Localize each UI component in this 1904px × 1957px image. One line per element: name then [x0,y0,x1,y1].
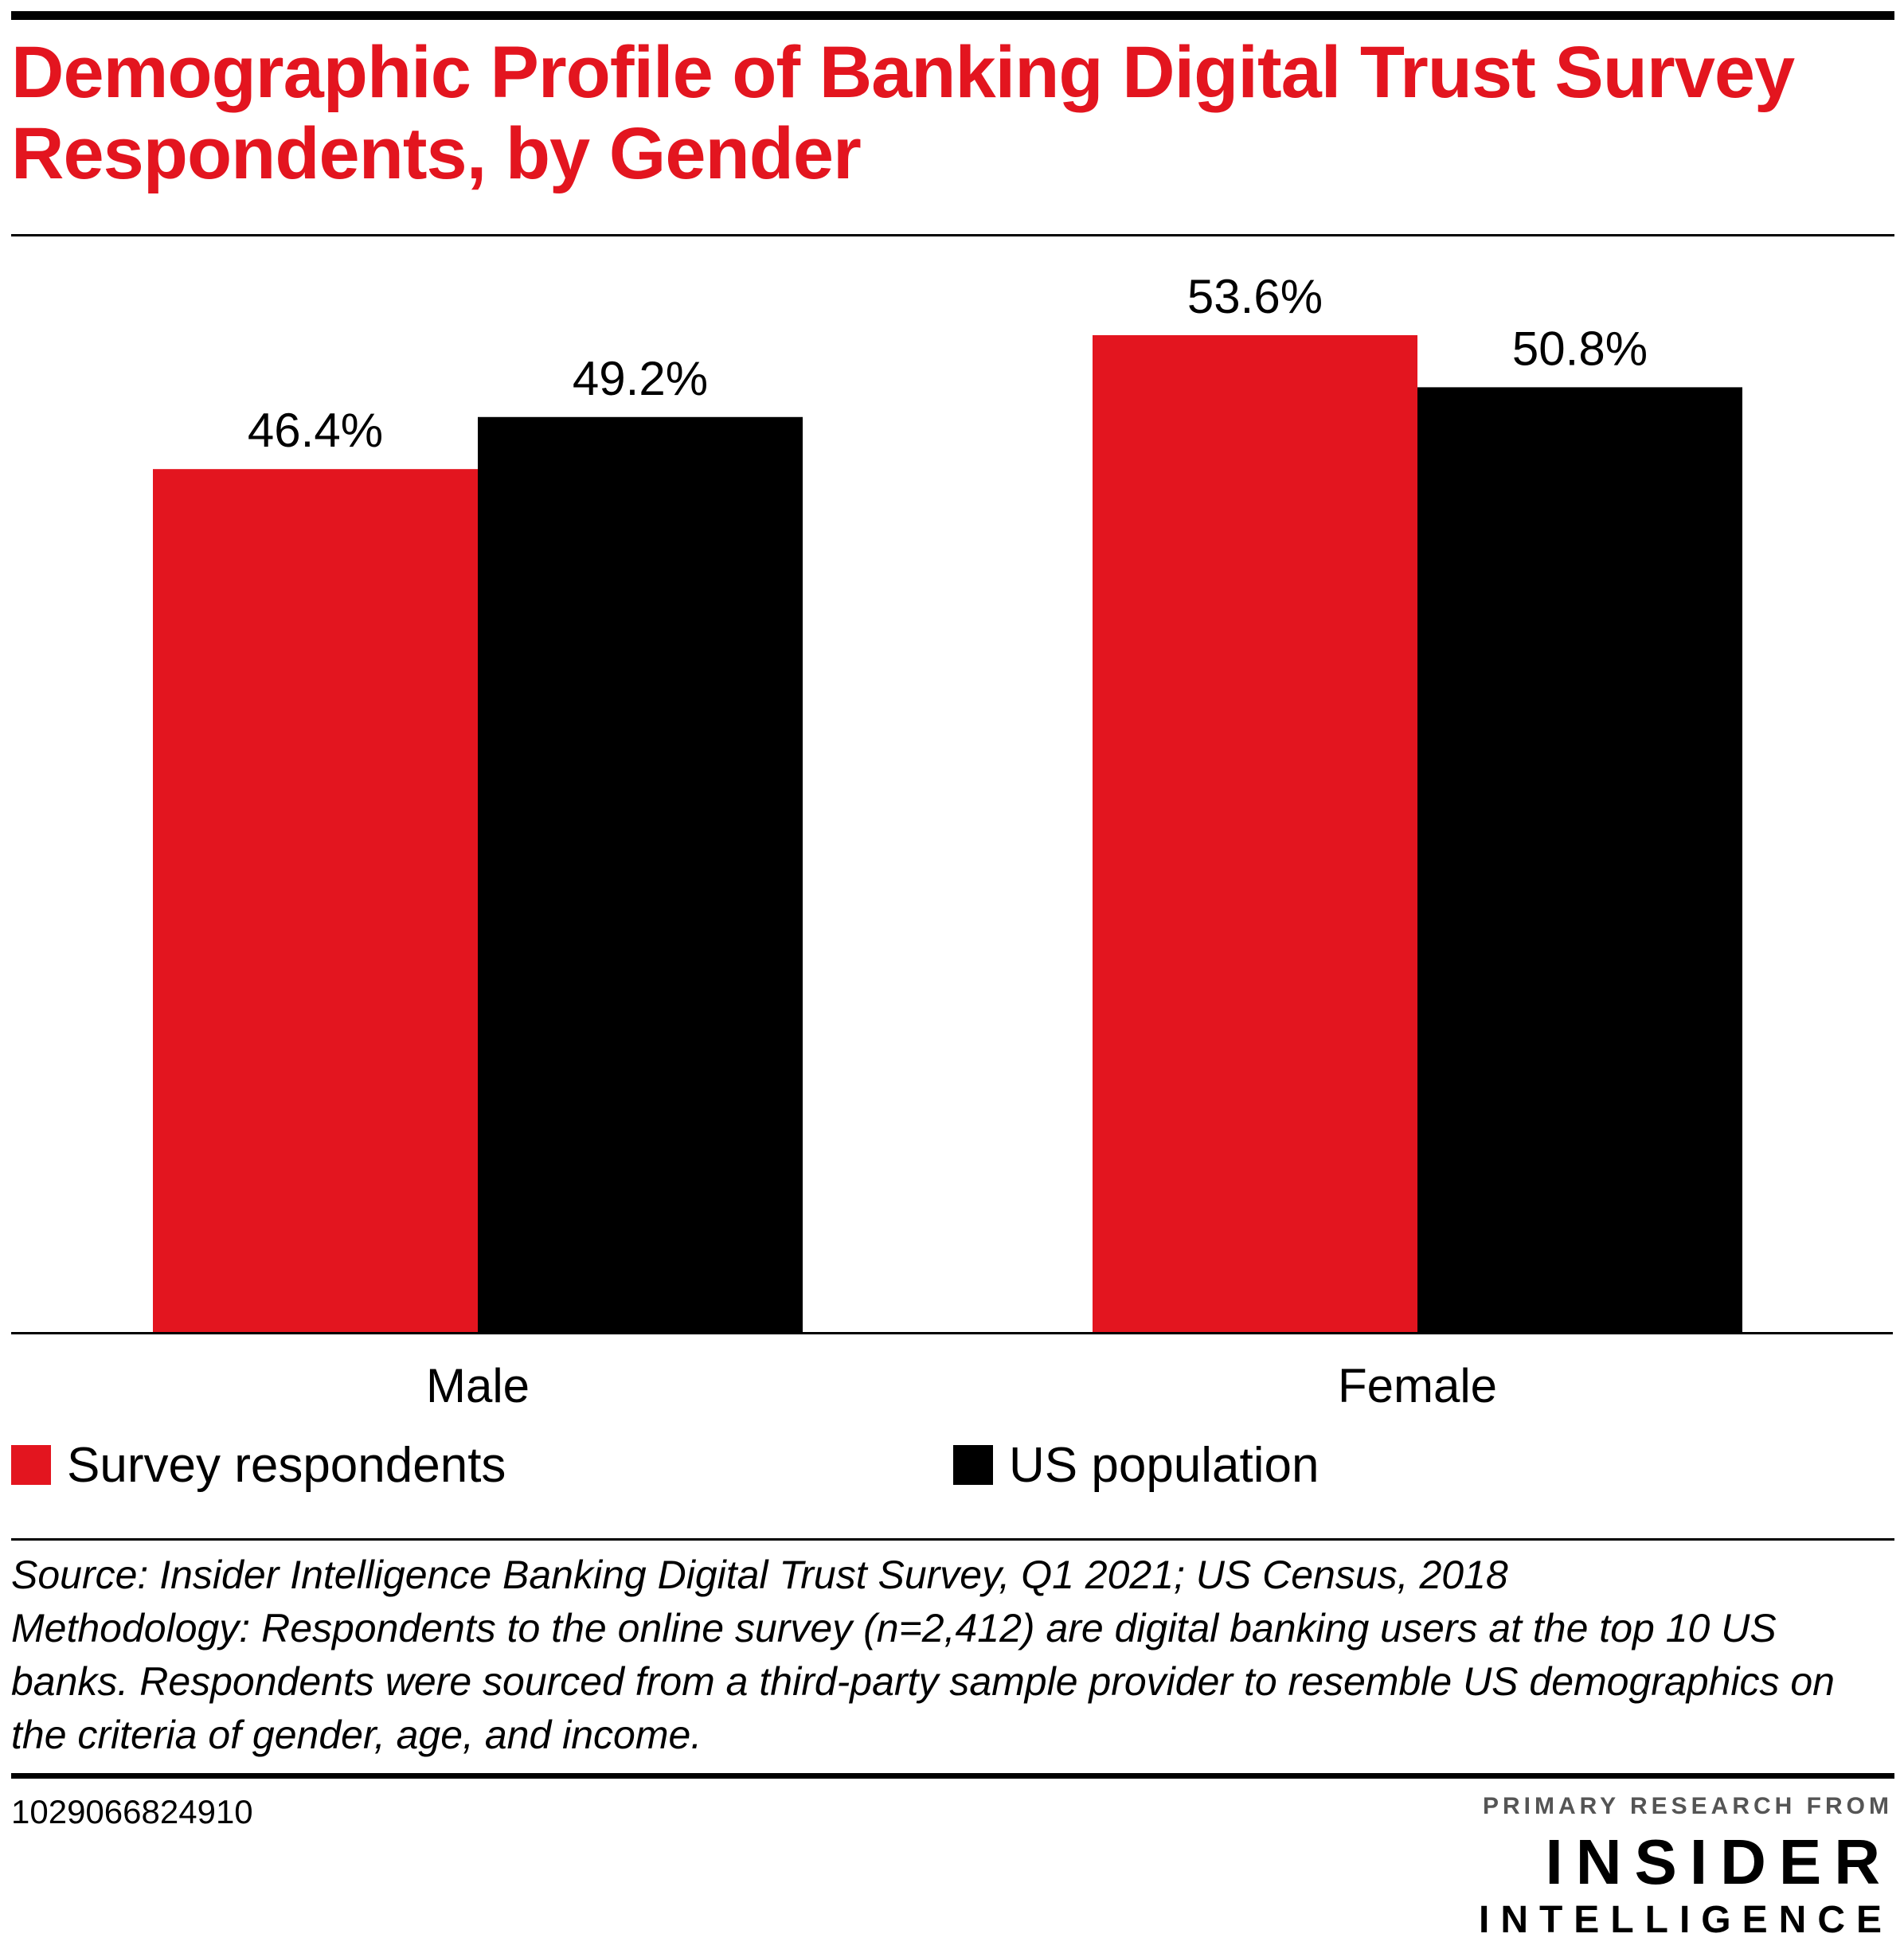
legend-item-us-population: US population [953,1433,1320,1497]
bar-male-us-population [478,416,803,1332]
legend-swatch-us-population [953,1445,993,1485]
source-note: Source: Insider Intelligence Banking Dig… [11,1553,1508,1597]
brand-name: INSIDER [1545,1826,1893,1897]
bar-female-survey-respondents [1093,335,1417,1332]
data-label-male-us-population: 49.2% [573,352,708,405]
bar-female-us-population [1417,387,1742,1333]
data-label-male-survey-respondents: 46.4% [248,404,383,457]
brand-subname: INTELLIGENCE [1478,1899,1893,1941]
bar-male-survey-respondents [153,469,478,1332]
legend-swatch-survey-respondents [11,1445,51,1485]
legend-item-survey-respondents: Survey respondents [11,1433,506,1497]
brand-kicker: PRIMARY RESEARCH FROM [1482,1793,1893,1819]
brand-logo: PRIMARY RESEARCH FROM INSIDER INTELLIGEN… [1479,1793,1893,1943]
legend-label-survey-respondents: Survey respondents [67,1437,506,1493]
data-label-female-survey-respondents: 53.6% [1187,270,1323,323]
category-label-female: Female [1338,1359,1497,1412]
legend: Survey respondents US population [11,1433,1894,1497]
chart-id: 1029066824910 [11,1793,253,1830]
title-divider [11,234,1894,236]
top-rule [11,11,1894,20]
chart-notes: Source: Insider Intelligence Banking Dig… [11,1549,1894,1762]
data-label-female-us-population: 50.8% [1512,322,1648,375]
chart-title: Demographic Profile of Banking Digital T… [11,32,1795,194]
category-label-male: Male [426,1359,530,1412]
chart-plot: 46.4% 49.2% Male 53.6% 50.8% Female [11,270,1893,1412]
notes-divider [11,1773,1894,1779]
methodology-note: Methodology: Respondents to the online s… [11,1606,1835,1757]
legend-label-us-population: US population [1009,1437,1320,1493]
legend-divider [11,1538,1894,1541]
